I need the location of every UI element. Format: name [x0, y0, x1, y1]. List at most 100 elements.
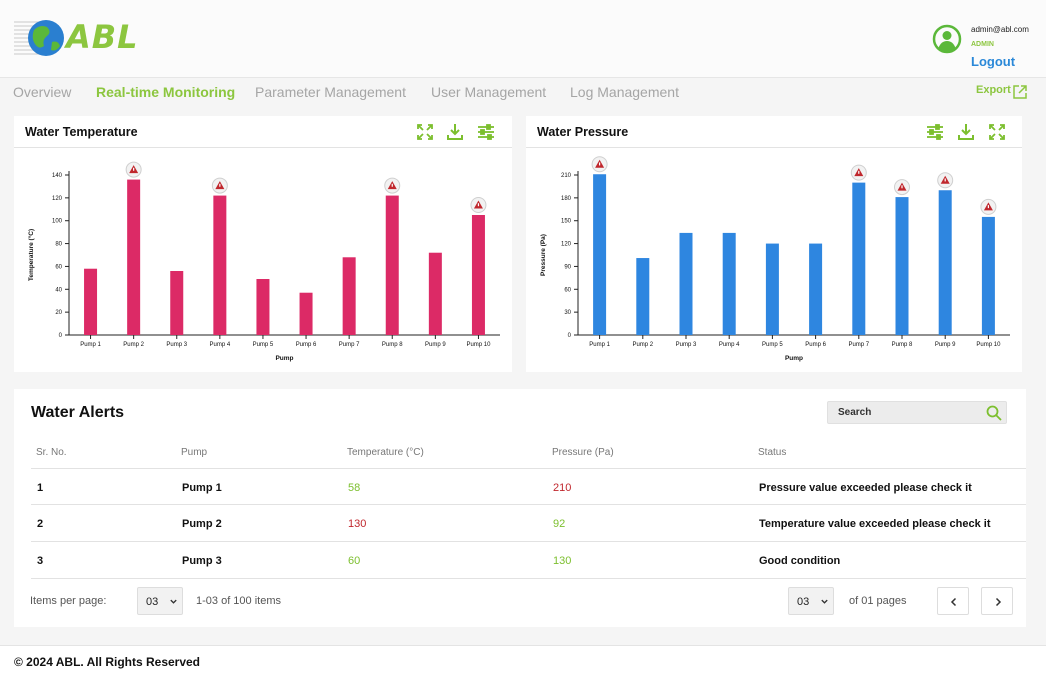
bar — [385, 195, 399, 335]
column-header-status: Status — [758, 447, 787, 458]
x-tick-label: Pump 9 — [935, 342, 956, 348]
bar — [765, 243, 779, 335]
cell-temperature: 130 — [348, 518, 367, 530]
y-tick-label: 30 — [564, 310, 571, 316]
bar — [895, 197, 909, 335]
footer: © 2024 ABL. All Rights Reserved — [0, 645, 1046, 676]
external-link-icon[interactable] — [1012, 84, 1028, 100]
x-tick-label: Pump 1 — [589, 342, 610, 348]
user-role: ADMIN — [971, 41, 994, 48]
cell-pressure: 92 — [553, 518, 566, 530]
chevron-left-icon — [950, 597, 957, 607]
nav-tab-overview[interactable]: Overview — [13, 84, 72, 100]
alert-warning-icon — [894, 179, 910, 196]
brand-name: ABL — [66, 18, 139, 56]
y-tick-label: 80 — [55, 242, 62, 248]
bar — [852, 182, 866, 335]
bar — [679, 232, 693, 335]
expand-icon[interactable] — [415, 122, 435, 142]
x-tick-label: Pump 3 — [166, 342, 187, 348]
y-tick-label: 140 — [52, 173, 63, 179]
pressure-bar-chart: 0 30 60 90 120 150 180 210 Pump 1 Pump 2 Pump 3 Pum… — [540, 156, 1010, 362]
main-nav: Overview Real-time Monitoring Parameter … — [0, 80, 1046, 108]
expand-icon[interactable] — [987, 122, 1007, 142]
table-row[interactable]: 2 Pump 2 130 92 Temperature value exceed… — [31, 505, 1026, 542]
x-tick-label: Pump 7 — [848, 342, 869, 348]
search-placeholder: Search — [838, 407, 872, 418]
alert-mark — [477, 203, 480, 207]
x-tick-label: Pump 4 — [210, 342, 231, 348]
nav-tab-user-management[interactable]: User Management — [431, 84, 547, 100]
items-per-page-value: 03 — [146, 596, 159, 608]
bar — [636, 258, 650, 335]
page-select[interactable]: 03 — [788, 587, 834, 615]
bar — [722, 232, 736, 335]
alert-mark — [219, 183, 221, 187]
filter-settings-icon[interactable] — [925, 122, 945, 142]
y-axis-title: Temperature (°C) — [27, 229, 35, 281]
cell-pump: Pump 2 — [182, 518, 222, 530]
alert-mark — [858, 170, 860, 174]
temperature-chart-card: Water Temperature 0 20 40 60 80 100 120 140 Pump… — [14, 116, 512, 372]
x-tick-label: Pump 9 — [425, 342, 446, 348]
next-page-button[interactable] — [981, 587, 1013, 615]
previous-page-button[interactable] — [937, 587, 969, 615]
cell-pump: Pump 3 — [182, 555, 222, 567]
items-per-page-select[interactable]: 03 — [137, 587, 183, 615]
y-tick-label: 100 — [52, 219, 63, 225]
temperature-card-header: Water Temperature — [14, 116, 512, 148]
alert-mark — [901, 185, 903, 189]
pages-text: of 01 pages — [849, 595, 907, 607]
x-tick-label: Pump 4 — [719, 342, 740, 348]
alert-warning-icon — [470, 197, 487, 213]
y-tick-label: 0 — [568, 333, 572, 339]
cell-status: Pressure value exceeded please check it — [759, 482, 972, 494]
x-tick-label: Pump 10 — [466, 342, 491, 348]
alert-warning-icon — [384, 177, 401, 194]
y-tick-label: 60 — [564, 287, 571, 293]
temperature-bar-chart: 0 20 40 60 80 100 120 140 Pump 1 Pump 2 Pump 3 Pump… — [27, 161, 500, 362]
y-axis-title: Pressure (Pa) — [540, 234, 547, 276]
nav-tab-real-time-monitoring[interactable]: Real-time Monitoring — [96, 84, 236, 100]
header: ABL admin@abl.com ADMIN Logout — [0, 0, 1046, 78]
search-icon[interactable] — [986, 405, 1002, 421]
logout-link[interactable]: Logout — [971, 54, 1016, 69]
y-tick-label: 150 — [561, 219, 572, 225]
x-tick-label: Pump 6 — [296, 342, 317, 348]
bar — [428, 252, 442, 335]
table-row[interactable]: 1 Pump 1 58 210 Pressure value exceeded … — [31, 468, 1026, 505]
x-tick-label: Pump 2 — [632, 342, 653, 348]
filter-settings-icon[interactable] — [476, 122, 496, 142]
alert-mark — [133, 167, 135, 171]
x-tick-label: Pump 5 — [762, 342, 783, 348]
alert-mark — [599, 162, 601, 166]
column-header-sr-no: Sr. No. — [36, 447, 67, 458]
water-alerts-panel: Water Alerts Search Sr. No. Pump Tempera… — [14, 389, 1026, 627]
user-avatar-icon[interactable] — [932, 24, 962, 54]
alert-mark — [944, 178, 946, 182]
bar — [471, 215, 485, 335]
y-tick-label: 90 — [564, 264, 571, 270]
column-header-pressure: Pressure (Pa) — [552, 447, 614, 458]
export-button[interactable]: Export — [976, 84, 1011, 96]
nav-tab-log-management[interactable]: Log Management — [570, 84, 679, 100]
y-tick-label: 20 — [55, 310, 62, 316]
abl-logo[interactable] — [14, 18, 144, 60]
items-per-page-label: Items per page: — [30, 595, 107, 607]
bar — [84, 268, 98, 335]
bar — [127, 179, 141, 335]
chevron-down-icon — [821, 599, 828, 604]
nav-tab-parameter-management[interactable]: Parameter Management — [255, 84, 406, 100]
search-input[interactable]: Search — [827, 401, 1007, 424]
bar — [342, 257, 356, 335]
bar — [170, 271, 184, 335]
cell-sr-no: 2 — [37, 518, 44, 530]
download-icon[interactable] — [956, 122, 976, 142]
items-range-text: 1-03 of 100 items — [196, 595, 281, 607]
page-select-value: 03 — [797, 596, 810, 608]
alert-warning-icon — [211, 177, 228, 194]
cell-pump: Pump 1 — [182, 482, 222, 494]
table-row[interactable]: 3 Pump 3 60 130 Good condition — [31, 542, 1026, 579]
download-icon[interactable] — [445, 122, 465, 142]
x-tick-label: Pump 7 — [339, 342, 360, 348]
